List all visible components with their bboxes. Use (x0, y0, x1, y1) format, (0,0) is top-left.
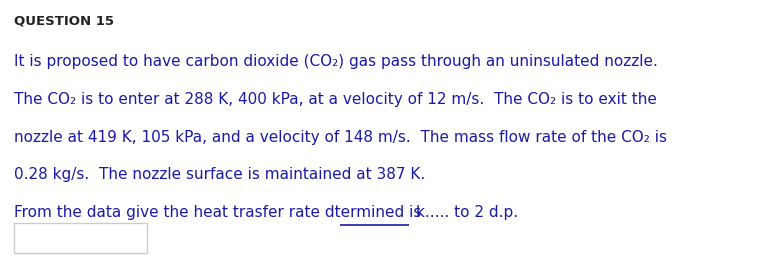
Text: k..... to 2 d.p.: k..... to 2 d.p. (416, 205, 519, 220)
Text: nozzle at 419 K, 105 kPa, and a velocity of 148 m/s.  The mass flow rate of the : nozzle at 419 K, 105 kPa, and a velocity… (14, 130, 667, 145)
Text: QUESTION 15: QUESTION 15 (14, 14, 114, 27)
Text: It is proposed to have carbon dioxide (CO₂) gas pass through an uninsulated nozz: It is proposed to have carbon dioxide (C… (14, 54, 658, 69)
Text: From the data give the heat trasfer rate dtermined is: From the data give the heat trasfer rate… (14, 205, 421, 220)
Bar (14, 223, 147, 253)
Text: 0.28 kg/s.  The nozzle surface is maintained at 387 K.: 0.28 kg/s. The nozzle surface is maintai… (14, 167, 425, 183)
Text: The CO₂ is to enter at 288 K, 400 kPa, at a velocity of 12 m/s.  The CO₂ is to e: The CO₂ is to enter at 288 K, 400 kPa, a… (14, 92, 656, 107)
